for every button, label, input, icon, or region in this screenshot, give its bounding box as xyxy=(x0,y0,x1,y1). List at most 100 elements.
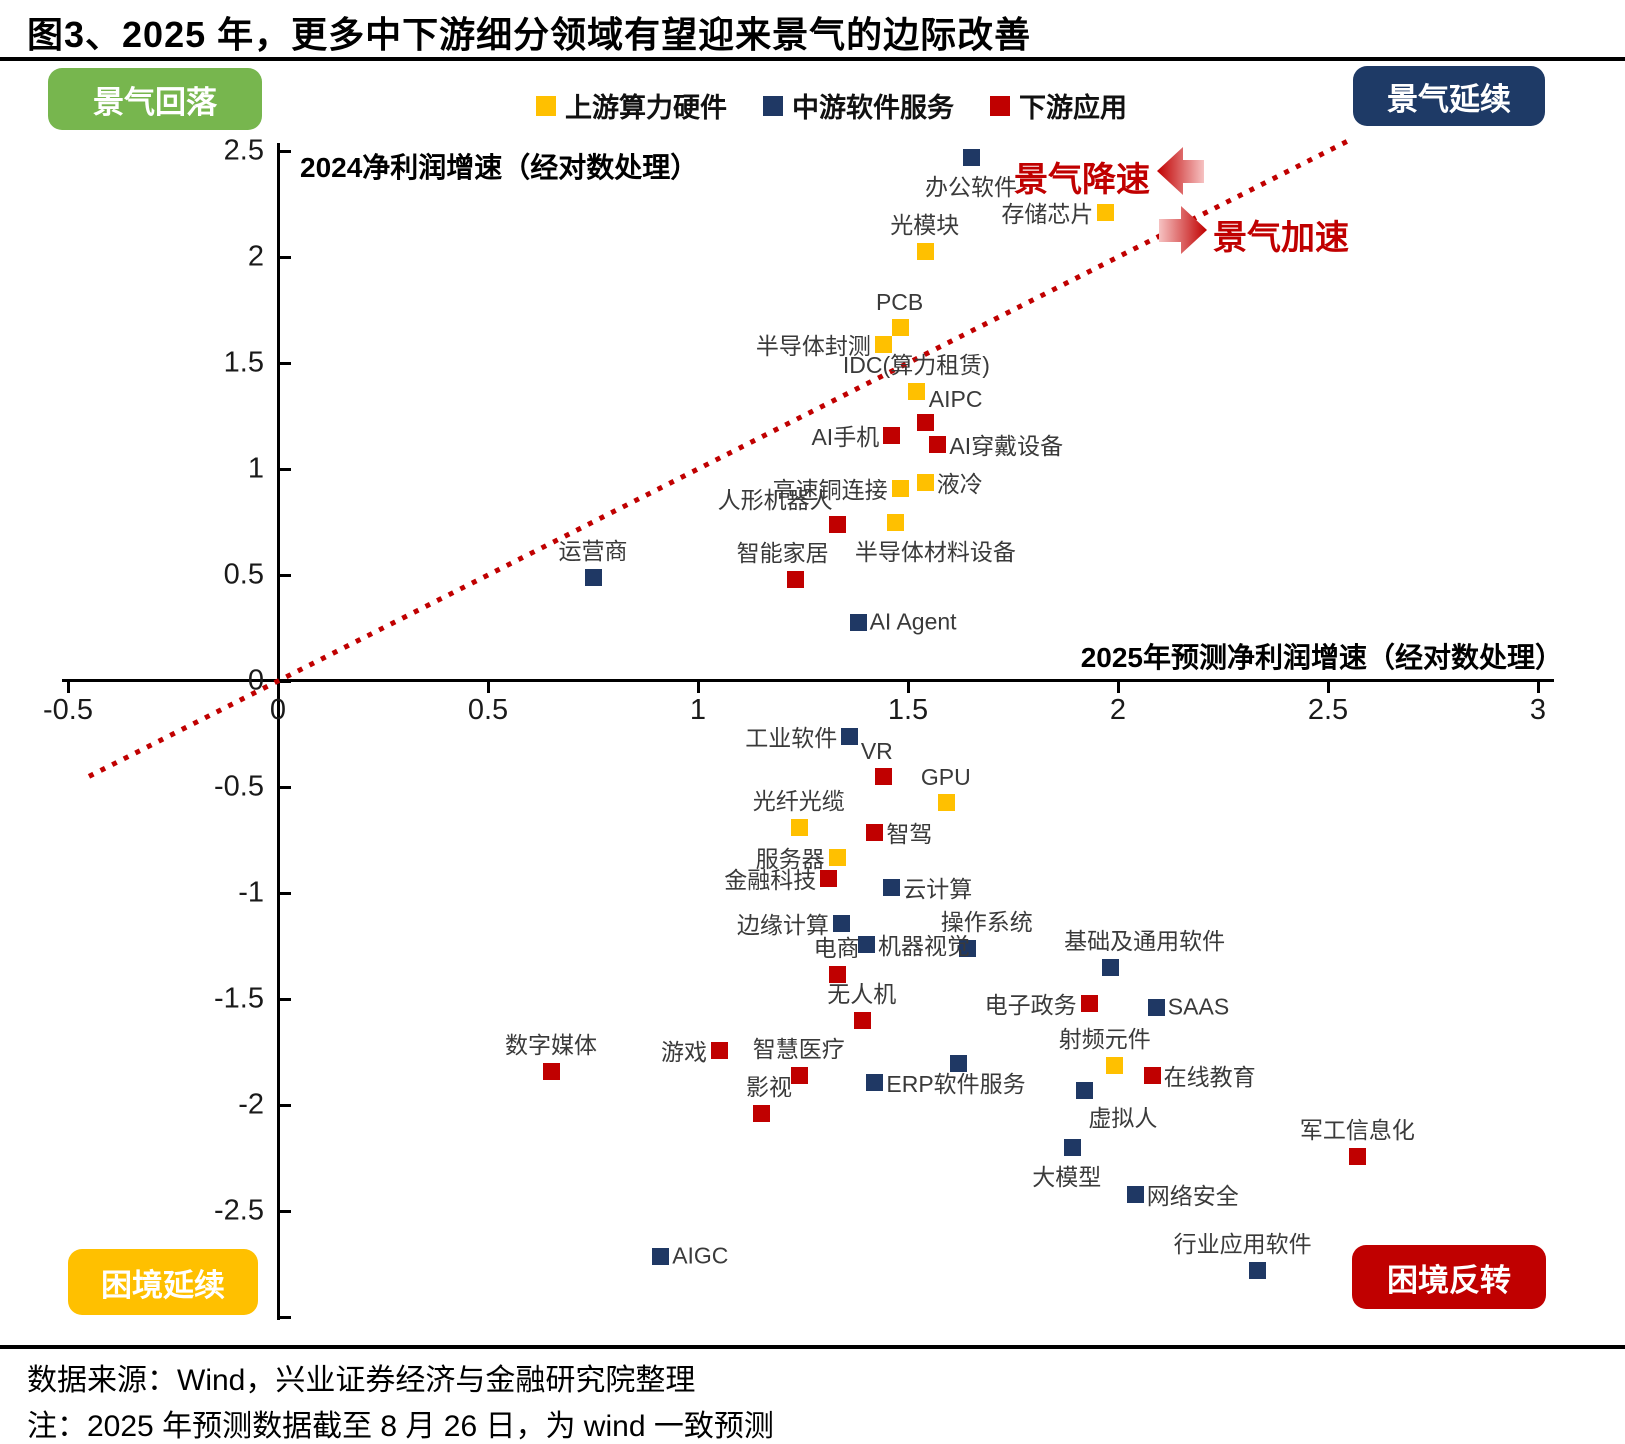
accelerate-arrow-icon xyxy=(1159,206,1207,254)
data-point-SAAS xyxy=(1147,999,1165,1017)
data-point-label: 光纤光缆 xyxy=(752,788,845,815)
data-point-GPU xyxy=(937,793,955,811)
legend-item-upstream: 上游算力硬件 xyxy=(536,86,727,125)
y-axis-end-tick xyxy=(280,1316,291,1319)
downstream-swatch-icon xyxy=(990,95,1010,116)
data-point-基础及通用软件 xyxy=(1101,959,1119,977)
y-axis-tick xyxy=(280,892,291,895)
footer-divider xyxy=(0,1345,1625,1349)
data-point-大模型 xyxy=(1063,1139,1081,1157)
y-axis-tick xyxy=(280,150,291,153)
data-point-label: 智慧医疗 xyxy=(752,1036,845,1063)
x-axis-tick xyxy=(1117,682,1120,693)
data-point-label: GPU xyxy=(920,763,971,790)
y-axis-tick-label: 1 xyxy=(247,452,264,485)
data-point-射频元件 xyxy=(1105,1056,1123,1074)
y-axis-tick-label: 0 xyxy=(247,664,264,697)
data-point-label: 智能家居 xyxy=(736,540,829,567)
data-point-智能家居 xyxy=(786,571,804,589)
y-axis-tick xyxy=(280,1104,291,1107)
data-point-label: 游戏 xyxy=(661,1038,707,1065)
data-point-label: 电子政务 xyxy=(984,992,1077,1019)
data-source-note: 数据来源：Wind，兴业证券经济与金融研究院整理 xyxy=(27,1364,696,1397)
data-point-AI穿戴设备 xyxy=(929,435,947,453)
data-point-label: 云计算 xyxy=(903,875,973,902)
y-axis-tick xyxy=(280,786,291,789)
data-point-label: 军工信息化 xyxy=(1299,1116,1415,1143)
data-point-label: 工业软件 xyxy=(745,725,838,752)
data-point-label: IDC(算力租赁) xyxy=(842,351,990,378)
data-point-工业软件 xyxy=(841,728,859,746)
data-point-AIGC xyxy=(652,1247,670,1265)
data-point-金融科技 xyxy=(820,870,838,888)
data-point-label: 机器视觉 xyxy=(878,932,970,959)
data-point-在线教育 xyxy=(1143,1067,1161,1085)
y-axis-tick-label: -2.5 xyxy=(214,1194,264,1227)
x-axis-tick-label: 0 xyxy=(269,694,287,726)
midstream-swatch-icon xyxy=(763,95,783,116)
x-axis-title: 2025年预测净利润增速（经对数处理） xyxy=(1080,642,1563,673)
data-point-label: VR xyxy=(860,738,893,765)
data-point-电商 xyxy=(828,965,846,983)
legend-label-midstream: 中游软件服务 xyxy=(792,93,954,123)
data-point-label: AIPC xyxy=(928,386,983,413)
data-point-影视 xyxy=(753,1105,770,1123)
data-point-label: SAAS xyxy=(1167,993,1230,1020)
y-axis-tick-label: -0.5 xyxy=(214,770,264,803)
data-point-ERP软件服务 xyxy=(866,1073,884,1091)
data-point-label: 影视 xyxy=(746,1074,792,1101)
y-axis-tick xyxy=(280,574,291,577)
data-point-unlabeled xyxy=(950,1054,968,1072)
data-point-智慧医疗 xyxy=(790,1067,808,1085)
y-axis-tick-label: -1.5 xyxy=(214,982,264,1015)
x-axis-tick xyxy=(1537,682,1540,693)
legend-label-downstream: 下游应用 xyxy=(1019,93,1127,123)
y-axis-tick xyxy=(280,998,291,1001)
title-divider xyxy=(0,57,1625,61)
data-point-label: 大模型 xyxy=(1032,1164,1102,1191)
data-point-VR xyxy=(874,768,892,786)
data-point-游戏 xyxy=(711,1041,728,1059)
data-point-高速铜连接 xyxy=(891,480,909,498)
x-axis-tick xyxy=(67,682,70,693)
y-axis xyxy=(277,143,280,1320)
data-point-label: 在线教育 xyxy=(1163,1064,1256,1091)
data-point-网络安全 xyxy=(1126,1186,1144,1204)
data-point-label: ERP软件服务 xyxy=(886,1070,1026,1097)
data-point-label: 液冷 xyxy=(936,470,983,497)
quadrant-badge-distress-continuing: 困境延续 xyxy=(68,1249,258,1315)
data-point-label: 办公软件 xyxy=(925,174,1017,201)
data-point-label: 行业应用软件 xyxy=(1173,1231,1312,1258)
data-point-label: 虚拟人 xyxy=(1088,1105,1158,1132)
data-point-label: 光模块 xyxy=(890,211,960,238)
data-point-数字媒体 xyxy=(543,1063,560,1081)
data-point-电子政务 xyxy=(1080,995,1098,1013)
x-axis-tick-label: 2 xyxy=(1109,694,1127,726)
legend-item-midstream: 中游软件服务 xyxy=(763,86,954,125)
data-point-运营商 xyxy=(585,569,602,587)
y-axis-tick-label: 1.5 xyxy=(223,346,264,379)
data-point-label: 边缘计算 xyxy=(736,911,829,938)
data-point-label: 基础及通用软件 xyxy=(1064,928,1226,955)
x-axis-tick xyxy=(487,682,490,693)
data-point-边缘计算 xyxy=(832,914,850,932)
data-point-label: 无人机 xyxy=(827,981,897,1008)
data-point-存储芯片 xyxy=(1097,204,1115,222)
data-point-label: 服务器 xyxy=(755,845,825,872)
data-point-半导体材料设备 xyxy=(887,514,905,531)
data-point-军工信息化 xyxy=(1349,1147,1367,1165)
legend-item-downstream: 下游应用 xyxy=(990,86,1127,125)
x-axis-tick xyxy=(907,682,910,693)
y-axis-title: 2024净利润增速（经对数处理） xyxy=(300,152,699,183)
quadrant-badge-distress-reversal: 困境反转 xyxy=(1352,1245,1546,1309)
data-point-无人机 xyxy=(853,1012,871,1030)
x-axis-tick-label: 2.5 xyxy=(1307,694,1349,726)
data-point-人形机器人 xyxy=(828,516,846,534)
data-point-label: PCB xyxy=(875,288,924,315)
y-axis-tick-label: 0.5 xyxy=(223,558,264,591)
data-point-label: AI穿戴设备 xyxy=(949,432,1064,459)
data-point-label: 射频元件 xyxy=(1058,1025,1151,1052)
decelerate-arrow-icon xyxy=(1157,147,1204,195)
x-axis-tick-label: 0.5 xyxy=(467,694,509,726)
